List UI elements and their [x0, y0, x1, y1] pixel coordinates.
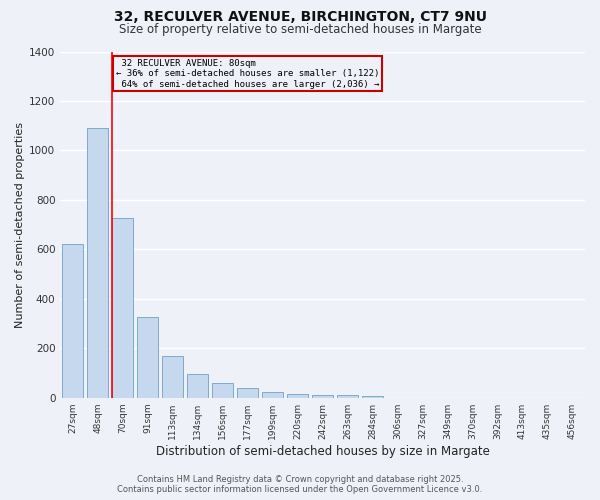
Text: 32, RECULVER AVENUE, BIRCHINGTON, CT7 9NU: 32, RECULVER AVENUE, BIRCHINGTON, CT7 9N… [113, 10, 487, 24]
X-axis label: Distribution of semi-detached houses by size in Margate: Distribution of semi-detached houses by … [156, 444, 490, 458]
Bar [337, 395, 358, 398]
Bar [237, 388, 258, 398]
Bar [262, 392, 283, 398]
Bar [112, 218, 133, 398]
Bar [187, 374, 208, 398]
Bar [212, 383, 233, 398]
Bar [312, 395, 333, 398]
Bar [287, 394, 308, 398]
Bar [362, 396, 383, 398]
Text: Size of property relative to semi-detached houses in Margate: Size of property relative to semi-detach… [119, 22, 481, 36]
Bar [87, 128, 109, 398]
Bar [162, 356, 184, 398]
Bar [137, 318, 158, 398]
Bar [62, 244, 83, 398]
Text: 32 RECULVER AVENUE: 80sqm
← 36% of semi-detached houses are smaller (1,122)
 64%: 32 RECULVER AVENUE: 80sqm ← 36% of semi-… [116, 59, 379, 88]
Y-axis label: Number of semi-detached properties: Number of semi-detached properties [15, 122, 25, 328]
Text: Contains HM Land Registry data © Crown copyright and database right 2025.
Contai: Contains HM Land Registry data © Crown c… [118, 474, 482, 494]
